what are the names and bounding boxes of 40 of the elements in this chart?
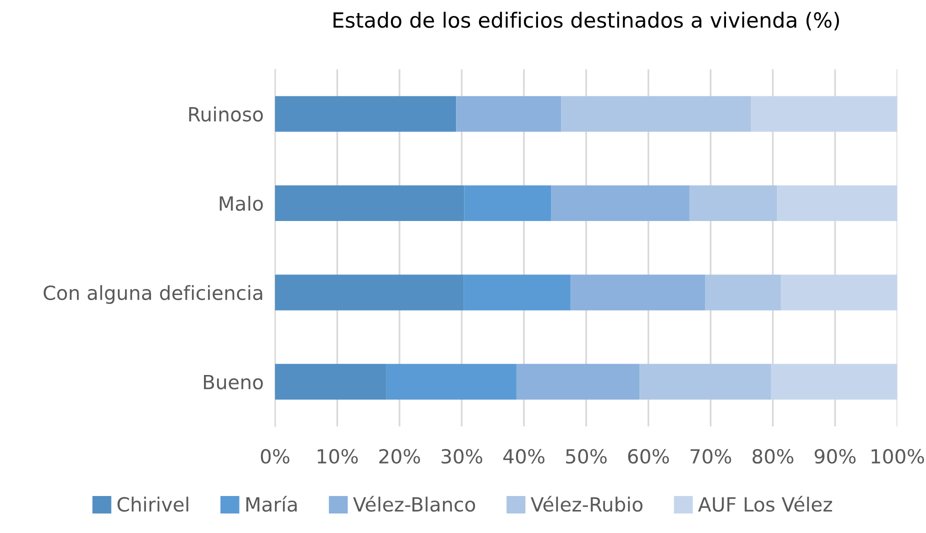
legend-label: Chirivel <box>118 496 188 512</box>
legend-label: Vélez-Blanco <box>353 496 476 512</box>
bar <box>464 274 571 310</box>
bar <box>464 185 552 222</box>
x-tick-label: 0% <box>260 448 290 464</box>
x-tick-label: 100% <box>872 448 924 464</box>
bar <box>570 274 706 310</box>
y-tick-label: Bueno <box>204 374 263 390</box>
bar <box>275 364 386 400</box>
bar <box>777 185 898 222</box>
legend-label: AUF Los Vélez <box>698 496 832 512</box>
x-tick-label: 20% <box>379 448 420 464</box>
x-tick-label: 90% <box>814 448 856 464</box>
x-tick-label: 40% <box>503 448 544 464</box>
bar <box>275 274 464 310</box>
bar <box>386 364 516 400</box>
x-tick-label: 50% <box>566 448 607 464</box>
y-tick-label: Ruinoso <box>189 106 263 122</box>
bar <box>561 96 752 132</box>
y-tick-label: Malo <box>220 196 263 211</box>
bar <box>275 96 456 132</box>
y-tick-label: Con alguna deficiencia <box>44 285 262 304</box>
bar <box>275 185 464 222</box>
x-tick-label: 60% <box>628 448 669 464</box>
x-tick-label: 70% <box>690 448 732 464</box>
bar <box>770 364 898 400</box>
x-tick-label: 10% <box>318 448 358 464</box>
bar <box>640 364 771 400</box>
x-tick-label: 80% <box>752 448 794 464</box>
x-tick-label: 30% <box>442 448 482 464</box>
chart-title: Estado de los edificios destinados a vivienda (%) <box>334 12 839 30</box>
bar <box>689 185 778 222</box>
bar <box>551 185 690 222</box>
bar <box>751 96 898 132</box>
bar <box>705 274 781 310</box>
bar <box>456 96 562 132</box>
legend-label: María <box>246 496 297 512</box>
legend-label: Vélez-Rubio <box>530 496 642 512</box>
bar <box>780 274 898 310</box>
bar <box>516 364 640 400</box>
